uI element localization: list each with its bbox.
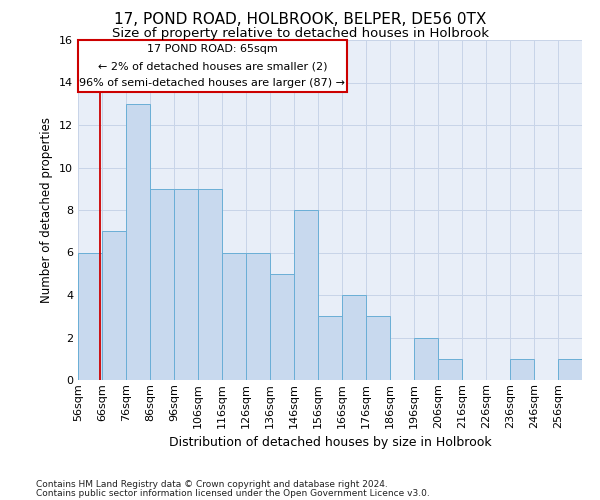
Bar	[510, 359, 534, 380]
X-axis label: Distribution of detached houses by size in Holbrook: Distribution of detached houses by size …	[169, 436, 491, 449]
Bar	[414, 338, 438, 380]
Text: Contains public sector information licensed under the Open Government Licence v3: Contains public sector information licen…	[36, 489, 430, 498]
Bar	[174, 188, 198, 380]
Bar	[78, 40, 347, 92]
Bar	[342, 295, 366, 380]
Text: 96% of semi-detached houses are larger (87) →: 96% of semi-detached houses are larger (…	[79, 78, 346, 88]
Bar	[102, 231, 126, 380]
Bar	[150, 188, 174, 380]
Text: 17, POND ROAD, HOLBROOK, BELPER, DE56 0TX: 17, POND ROAD, HOLBROOK, BELPER, DE56 0T…	[114, 12, 486, 28]
Text: 17 POND ROAD: 65sqm: 17 POND ROAD: 65sqm	[147, 44, 278, 54]
Bar	[246, 252, 270, 380]
Bar	[318, 316, 342, 380]
Bar	[78, 252, 102, 380]
Bar	[222, 252, 246, 380]
Bar	[366, 316, 390, 380]
Text: ← 2% of detached houses are smaller (2): ← 2% of detached houses are smaller (2)	[98, 61, 327, 71]
Text: Size of property relative to detached houses in Holbrook: Size of property relative to detached ho…	[112, 28, 488, 40]
Y-axis label: Number of detached properties: Number of detached properties	[40, 117, 53, 303]
Bar	[198, 188, 222, 380]
Bar	[438, 359, 462, 380]
Bar	[270, 274, 294, 380]
Bar	[558, 359, 582, 380]
Text: Contains HM Land Registry data © Crown copyright and database right 2024.: Contains HM Land Registry data © Crown c…	[36, 480, 388, 489]
Bar	[294, 210, 318, 380]
Bar	[126, 104, 150, 380]
